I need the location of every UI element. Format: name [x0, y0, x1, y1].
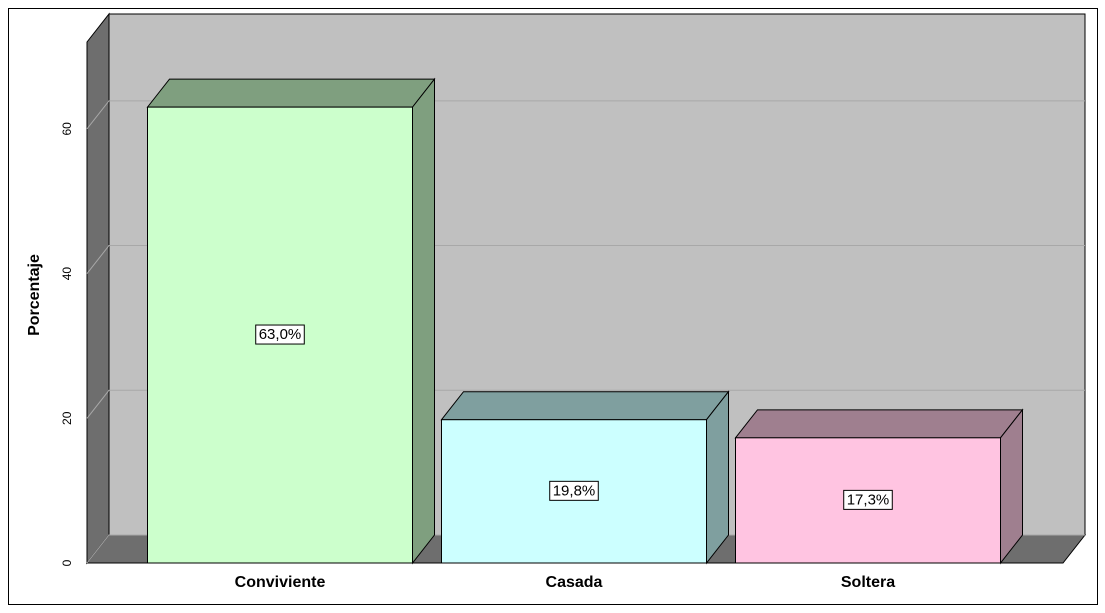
y-tick-label: 60 — [60, 122, 74, 136]
value-label: 63,0% — [259, 326, 302, 343]
x-tick-label: Casada — [546, 574, 603, 591]
grid-line — [86, 389, 1085, 419]
y-tick-label: 0 — [60, 559, 74, 566]
bar-top — [440, 391, 730, 421]
bar-side — [412, 77, 435, 565]
x-tick-label: Soltera — [841, 574, 895, 591]
value-label-box — [843, 489, 893, 510]
value-label: 17,3% — [847, 491, 890, 508]
y-tick-label: 20 — [60, 411, 74, 425]
x-tick-label: Conviviente — [235, 574, 326, 591]
y-tick-label: 40 — [60, 267, 74, 281]
value-label: 19,8% — [553, 482, 596, 499]
bar-top — [146, 78, 436, 108]
grid-line — [86, 100, 1085, 130]
value-label-box — [255, 324, 305, 345]
bar-top — [734, 409, 1024, 439]
bar-side — [706, 390, 729, 565]
side-wall — [86, 12, 110, 565]
grid-line — [86, 245, 1085, 274]
value-label-box — [549, 480, 599, 501]
y-axis-title: Porcentaje — [26, 254, 43, 336]
